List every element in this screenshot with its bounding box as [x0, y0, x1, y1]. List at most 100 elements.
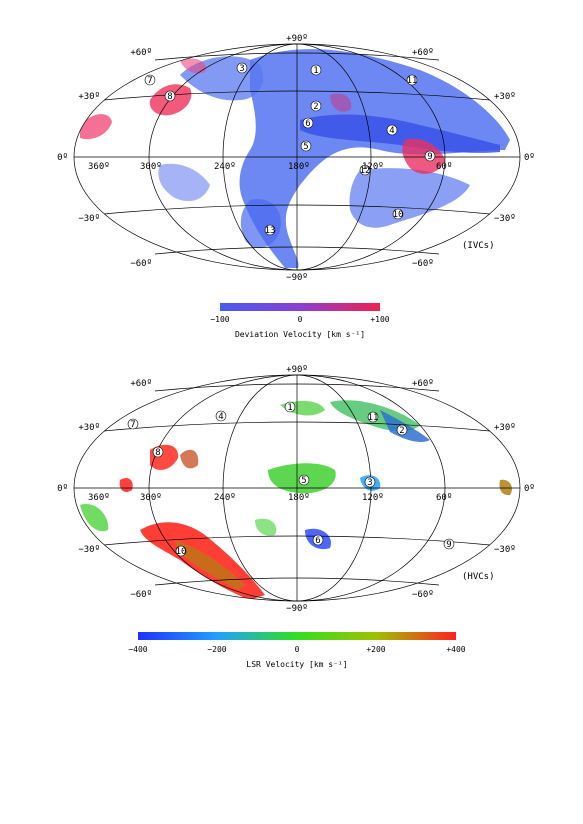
colorbar-tick: +200 — [366, 645, 385, 654]
colorbar-tick: −200 — [207, 645, 226, 654]
ivc-emission — [80, 49, 511, 269]
cloud-number: 4 — [218, 412, 223, 422]
lat-label-s30-left: −30º — [78, 214, 100, 224]
cloud-number: 1 — [313, 66, 318, 76]
lon-label: 120º — [362, 493, 384, 503]
cloud-marker: 8 — [152, 446, 164, 458]
cloud-marker: 4 — [215, 410, 227, 422]
cloud-number: 2 — [399, 426, 404, 436]
ivc-colorbar-label: Deviation Velocity [km s⁻¹] — [235, 330, 365, 339]
lon-label: 60º — [436, 493, 452, 503]
ivc-map-tag: (IVCs) — [462, 241, 495, 251]
hvc-map-panel: 1 2 3 4 5 6 7 8 9 10 11 +90º +60º +60º +… — [57, 365, 535, 669]
cloud-number: 12 — [360, 166, 371, 176]
lat-label-n30-right: +30º — [494, 423, 516, 433]
cloud-number: 3 — [367, 478, 372, 488]
cloud-number: 3 — [239, 64, 244, 74]
ivc-grid — [73, 43, 521, 271]
cloud-marker: 4 — [386, 124, 398, 136]
colorbar-tick: 0 — [295, 645, 300, 654]
lat-label-n60-right: +60º — [412, 379, 434, 389]
lon-label: 360º — [88, 493, 110, 503]
cloud-number: 9 — [446, 540, 451, 550]
hvc-parallel-n60 — [154, 383, 440, 392]
cloud-marker: 12 — [360, 164, 371, 176]
hvc-parallel-s30 — [103, 535, 491, 546]
hvc-grid — [73, 374, 521, 602]
lat-label-s60-left: −60º — [130, 259, 152, 269]
cloud-number: 8 — [167, 92, 172, 102]
lat-label-eq-left: 0º — [57, 153, 68, 163]
cloud-marker: 10 — [176, 545, 187, 557]
lon-label: 60º — [436, 162, 452, 172]
lat-label-n30-left: +30º — [78, 423, 100, 433]
lon-label: 240º — [214, 162, 236, 172]
cloud-marker: 9 — [424, 150, 436, 162]
lat-label-s30-right: −30º — [494, 214, 516, 224]
lat-label-top: +90º — [286, 34, 308, 44]
lat-label-s60-right: −60º — [412, 259, 434, 269]
lon-label: 180º — [288, 493, 310, 503]
cloud-marker: 13 — [265, 224, 275, 236]
lat-label-eq-right: 0º — [524, 153, 535, 163]
lat-label-n60-left: +60º — [130, 48, 152, 58]
cloud-number: 11 — [368, 413, 379, 423]
cloud-number: 7 — [147, 76, 152, 86]
colorbar-tick: +400 — [446, 645, 465, 654]
lon-label: 300º — [140, 162, 162, 172]
colorbar-tick: +100 — [370, 315, 389, 324]
cloud-marker: 6 — [312, 534, 324, 546]
lat-label-bottom: −90º — [286, 273, 308, 283]
hvc-parallel-n30 — [103, 421, 491, 432]
ivc-parallel-s60 — [154, 246, 440, 255]
ivc-parallel-n60 — [154, 52, 440, 61]
cloud-number: 6 — [305, 119, 310, 129]
lat-label-s30-left: −30º — [78, 545, 100, 555]
lon-label: 240º — [214, 493, 236, 503]
cloud-marker: 5 — [300, 140, 312, 152]
ivc-meridian-120 — [148, 43, 446, 271]
hvc-parallel-s60 — [154, 577, 440, 586]
cloud-marker: 8 — [164, 90, 176, 102]
ivc-colorbar-gradient — [220, 303, 380, 311]
lon-label: 180º — [288, 162, 310, 172]
cloud-marker: 7 — [144, 74, 156, 86]
lat-label-s30-right: −30º — [494, 545, 516, 555]
cloud-number: 2 — [313, 102, 318, 112]
hvc-colorbar-gradient — [138, 632, 456, 640]
cloud-marker: 5 — [298, 474, 310, 486]
lat-label-n60-left: +60º — [130, 379, 152, 389]
cloud-marker: 2 — [396, 424, 408, 436]
ivc-colorbar: −100 0 +100 Deviation Velocity [km s⁻¹] — [210, 303, 390, 339]
hvc-colorbar-label: LSR Velocity [km s⁻¹] — [246, 660, 347, 669]
lon-label: 120º — [362, 162, 384, 172]
cloud-number: 8 — [155, 448, 160, 458]
hvc-cloud-markers: 1 2 3 4 5 6 7 8 9 10 11 — [127, 401, 455, 557]
lat-label-eq-right: 0º — [524, 484, 535, 494]
cloud-number: 7 — [130, 420, 135, 430]
cloud-marker: 2 — [310, 100, 322, 112]
lat-label-n30-right: +30º — [494, 92, 516, 102]
lon-label: 360º — [88, 162, 110, 172]
lat-label-n30-left: +30º — [78, 92, 100, 102]
lat-label-bottom: −90º — [286, 604, 308, 614]
ivc-parallel-s30 — [103, 204, 491, 215]
cloud-marker: 9 — [443, 538, 455, 550]
cloud-number: 9 — [427, 152, 432, 162]
ivc-axis-labels: +90º +60º +60º +30º +30º 0º 0º −30º −30º… — [57, 34, 535, 283]
hvc-emission — [80, 400, 512, 600]
cloud-marker: 6 — [302, 117, 314, 129]
lat-label-top: +90º — [286, 365, 308, 375]
cloud-number: 4 — [389, 126, 394, 136]
cloud-marker: 7 — [127, 418, 139, 430]
lat-label-s60-right: −60º — [412, 590, 434, 600]
hvc-map-tag: (HVCs) — [462, 572, 495, 582]
lat-label-eq-left: 0º — [57, 484, 68, 494]
cloud-number: 10 — [393, 210, 404, 220]
cloud-number: 10 — [176, 547, 187, 557]
cloud-marker: 1 — [284, 401, 296, 413]
lat-label-s60-left: −60º — [130, 590, 152, 600]
cloud-marker: 3 — [364, 476, 376, 488]
cloud-marker: 11 — [368, 411, 379, 423]
